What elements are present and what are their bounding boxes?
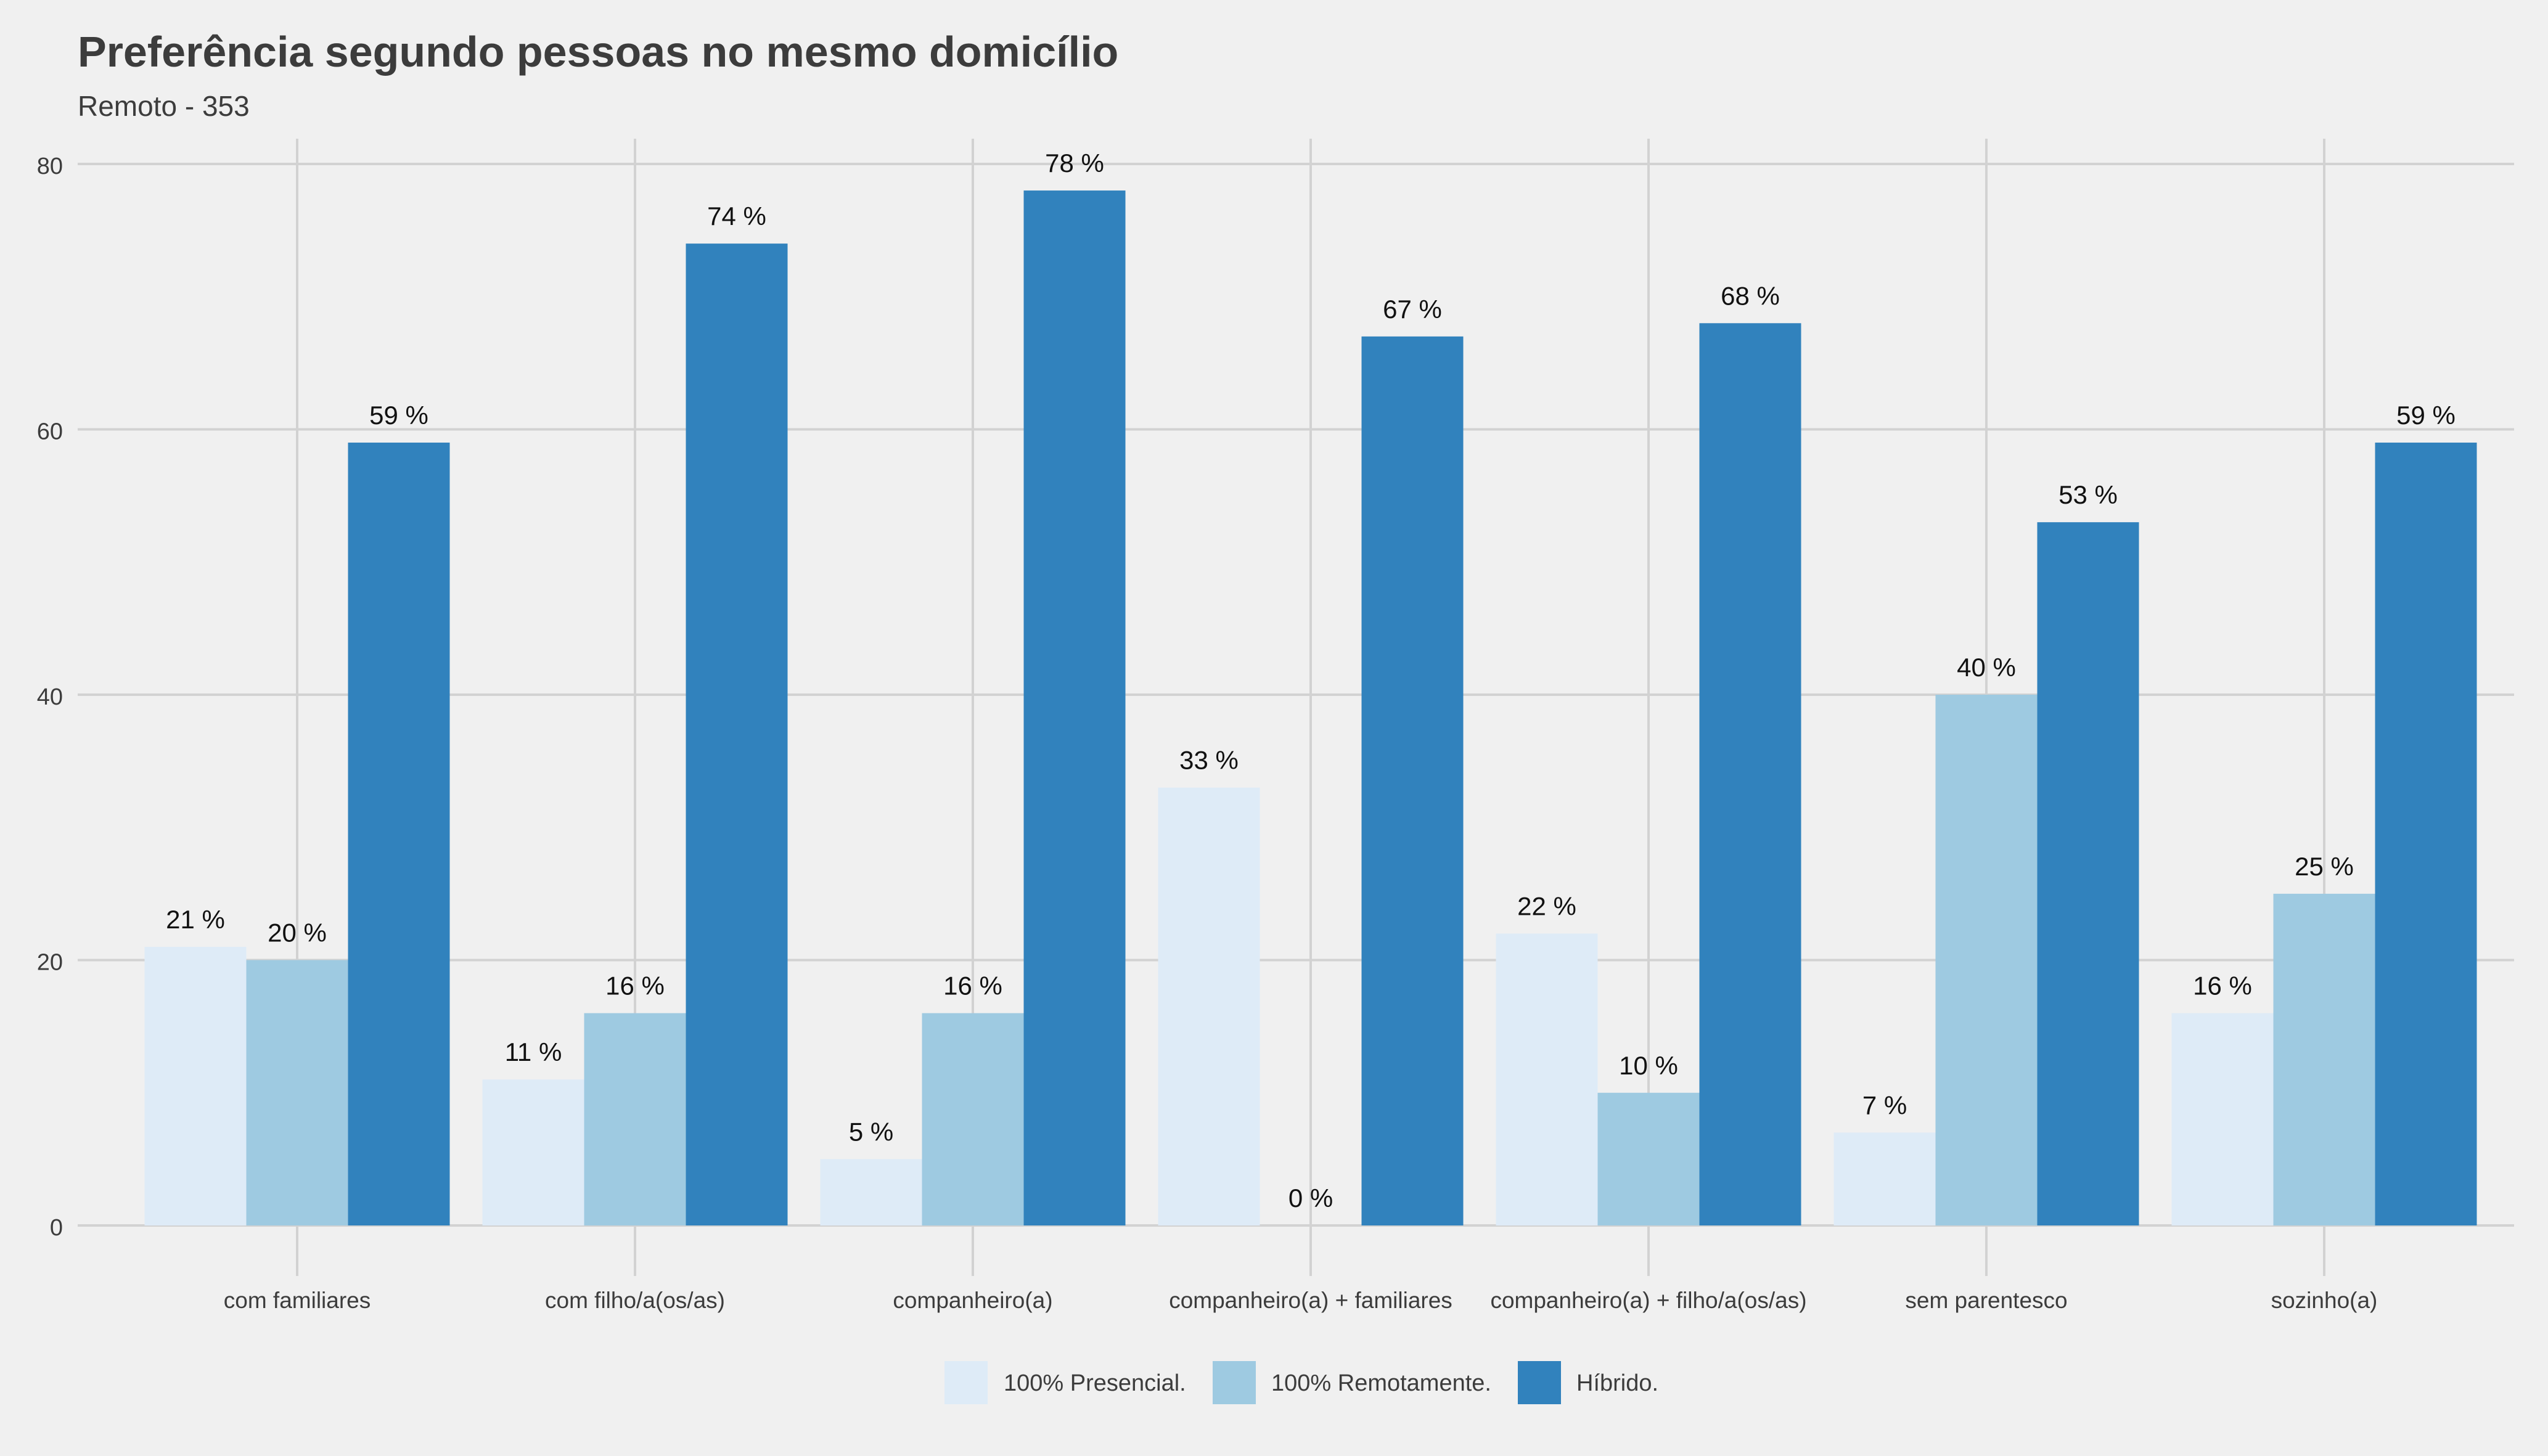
x-tick-label: com filho/a(os/as)	[545, 1288, 725, 1313]
bar	[1699, 323, 1801, 1225]
y-tick-label: 0	[50, 1215, 63, 1241]
bars	[144, 190, 2477, 1226]
x-tick-label: sem parentesco	[1905, 1288, 2067, 1313]
axis-labels: 0 20 40 60 80 com familiares com filho/a(os/as…	[37, 153, 2378, 1313]
data-label: 0 %	[1288, 1184, 1333, 1213]
bar	[482, 1079, 584, 1225]
x-tick-label: com familiares	[224, 1288, 371, 1313]
data-label: 67 %	[1383, 295, 1442, 324]
data-label: 11 %	[505, 1037, 562, 1066]
data-label: 74 %	[707, 202, 766, 231]
data-label: 7 %	[1862, 1090, 1907, 1119]
legend-swatch	[1213, 1361, 1256, 1404]
bar	[1361, 336, 1464, 1226]
data-label: 78 %	[1045, 149, 1104, 178]
data-label: 40 %	[1957, 653, 2016, 682]
chart-subtitle: Remoto - 353	[78, 90, 250, 122]
bar	[246, 960, 348, 1225]
data-label: 10 %	[1619, 1051, 1678, 1080]
bar	[1496, 933, 1598, 1225]
x-tick-label: companheiro(a) + filho/a(os/as)	[1490, 1288, 1806, 1313]
legend-label: Híbrido.	[1576, 1370, 1658, 1396]
data-label: 53 %	[2058, 480, 2118, 509]
data-label: 33 %	[1179, 746, 1239, 775]
legend-swatch	[944, 1361, 988, 1404]
x-tick-label: sozinho(a)	[2271, 1288, 2378, 1313]
bar	[820, 1159, 922, 1225]
x-tick-label: companheiro(a)	[893, 1288, 1052, 1313]
y-tick-label: 20	[37, 950, 63, 976]
bar	[584, 1013, 686, 1225]
bar	[1935, 695, 2038, 1225]
y-tick-label: 80	[37, 153, 63, 179]
bar	[1158, 787, 1260, 1225]
bar	[2171, 1013, 2274, 1225]
data-label: 22 %	[1517, 891, 1576, 920]
data-label: 20 %	[268, 918, 327, 947]
legend-label: 100% Presencial.	[1004, 1370, 1186, 1396]
data-label: 16 %	[2193, 971, 2252, 1000]
bar	[1597, 1092, 1700, 1225]
bar	[686, 243, 788, 1225]
bar	[1833, 1132, 1936, 1225]
data-label: 68 %	[1721, 281, 1780, 310]
x-tick-label: companheiro(a) + familiares	[1169, 1288, 1452, 1313]
legend: 100% Presencial. 100% Remotamente. Híbrido…	[944, 1361, 1658, 1404]
data-label: 21 %	[166, 905, 225, 934]
data-label: 59 %	[2396, 401, 2456, 430]
y-tick-label: 60	[37, 419, 63, 445]
bar	[1023, 190, 1126, 1225]
data-label: 59 %	[369, 401, 428, 430]
data-labels: 21 % 20 % 59 % 11 % 16 % 74 % 5 % 16 % 78 % 33 % 0…	[166, 149, 2456, 1213]
bar	[2375, 443, 2477, 1225]
bar	[2037, 522, 2139, 1225]
y-tick-label: 40	[37, 684, 63, 710]
data-label: 16 %	[943, 971, 1002, 1000]
legend-swatch	[1518, 1361, 1561, 1404]
data-label: 5 %	[849, 1117, 893, 1146]
bar	[348, 443, 450, 1225]
chart-title: Preferência segundo pessoas no mesmo dom…	[78, 28, 1118, 76]
bar	[922, 1013, 1024, 1225]
data-label: 16 %	[605, 971, 665, 1000]
data-label: 25 %	[2295, 852, 2354, 881]
bar	[2273, 893, 2375, 1225]
bar	[144, 946, 247, 1225]
legend-label: 100% Remotamente.	[1271, 1370, 1491, 1396]
